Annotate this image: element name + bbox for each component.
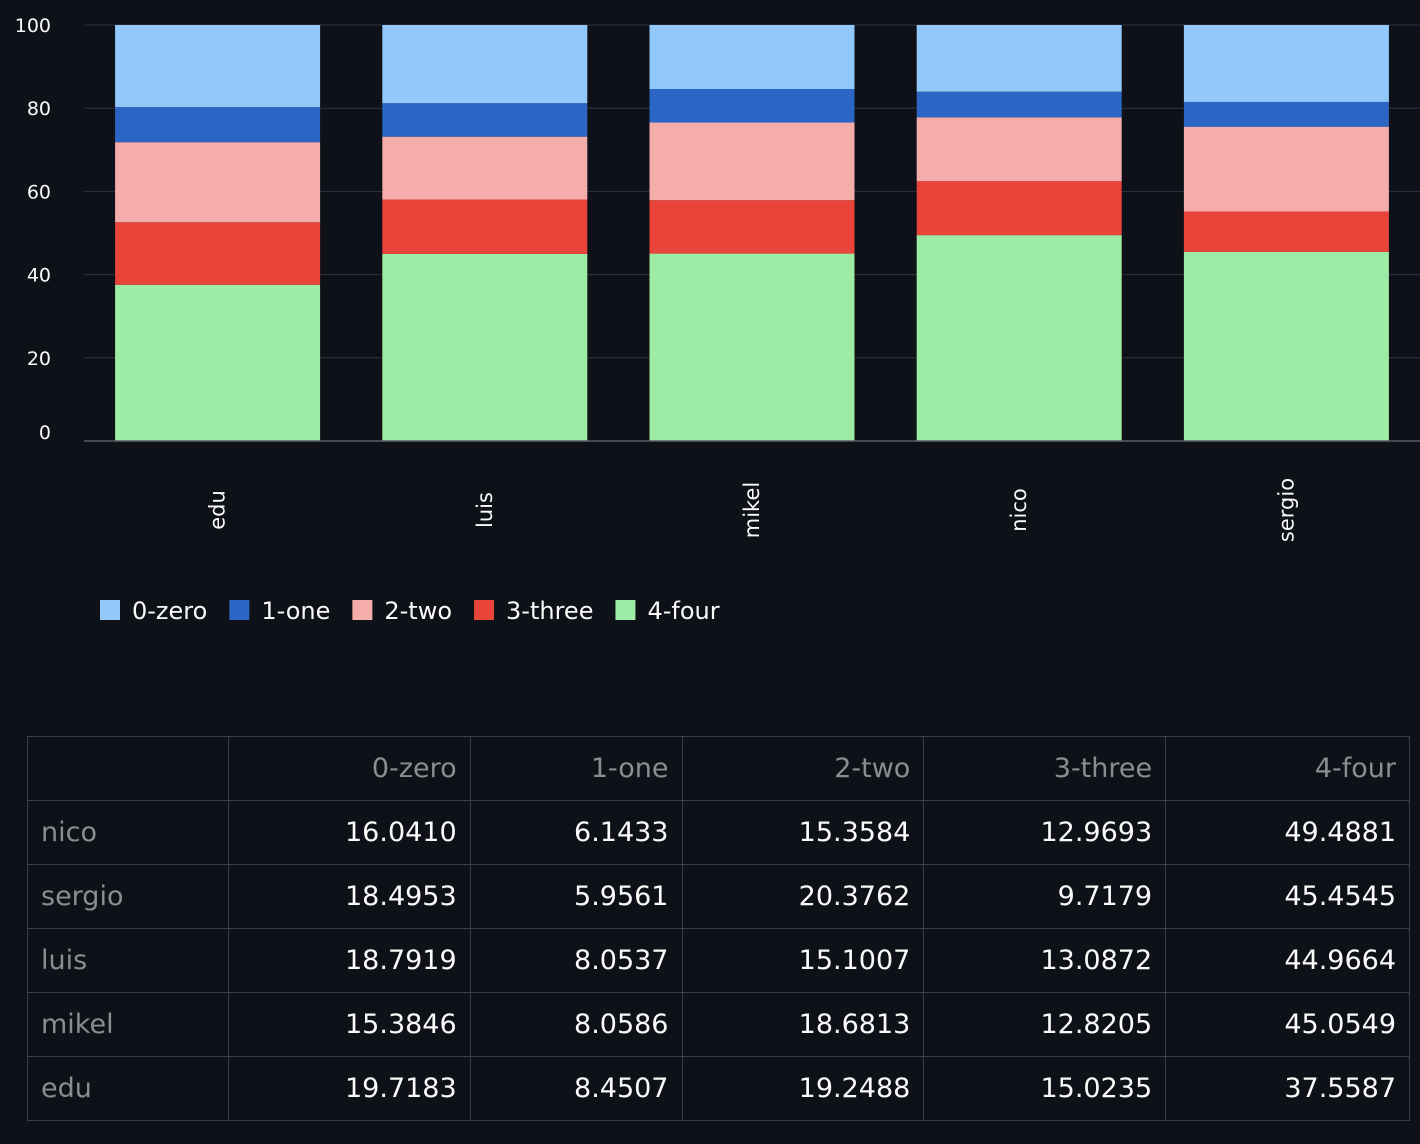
table-cell[interactable]: 12.8205 <box>923 992 1167 1057</box>
x-tick-label: edu <box>206 490 230 530</box>
column-header[interactable]: 1-one <box>469 736 683 801</box>
row-index: edu <box>27 1056 229 1121</box>
legend-label[interactable]: 2-two <box>384 597 452 625</box>
table-cell[interactable]: 15.3846 <box>227 992 471 1057</box>
legend-label[interactable]: 3-three <box>506 597 593 625</box>
row-index: mikel <box>27 992 229 1057</box>
chart-svg: 0 20 40 60 80 100 edu luis mikel nico sergio 0-zer… <box>15 15 1420 625</box>
legend-swatch[interactable] <box>352 600 373 620</box>
y-tick-label: 80 <box>27 98 51 120</box>
table-cell[interactable]: 15.3584 <box>681 800 925 865</box>
table-cell[interactable]: 8.0537 <box>469 928 683 993</box>
table-row[interactable]: luis 18.7919 8.0537 15.1007 13.0872 44.9664 <box>27 928 1410 993</box>
table-cell[interactable]: 8.4507 <box>469 1056 683 1121</box>
bar-segment[interactable] <box>382 103 588 137</box>
bar-segment[interactable] <box>1183 211 1389 252</box>
bar-segment[interactable] <box>916 91 1122 118</box>
table-cell[interactable]: 12.9693 <box>923 800 1167 865</box>
table-cell[interactable]: 6.1433 <box>469 800 683 865</box>
table-body: nico 16.0410 6.1433 15.3584 12.9693 49.4881 se… <box>27 800 1410 1121</box>
bar-segment[interactable] <box>916 181 1122 236</box>
y-tick-label: 40 <box>27 265 51 287</box>
table-header-row: 0-zero 1-one 2-two 3-three 4-four <box>27 736 1410 801</box>
table-row[interactable]: edu 19.7183 8.4507 19.2488 15.0235 37.5587 <box>27 1056 1410 1121</box>
bar-segment[interactable] <box>916 235 1122 441</box>
bar-segment[interactable] <box>382 25 588 104</box>
legend-label[interactable]: 1-one <box>261 597 330 625</box>
stacked-bar-chart: 0 20 40 60 80 100 edu luis mikel nico sergio 0-zer… <box>15 15 1420 625</box>
bar-segment[interactable] <box>1183 101 1389 127</box>
bar-segment[interactable] <box>649 25 855 90</box>
table-cell[interactable]: 13.0872 <box>923 928 1167 993</box>
bar-segment[interactable] <box>1183 251 1389 441</box>
bar-segment[interactable] <box>916 25 1122 92</box>
x-tick-label: nico <box>1007 488 1031 532</box>
bar-segment[interactable] <box>916 117 1122 182</box>
table-cell[interactable]: 5.9561 <box>469 864 683 929</box>
table-cell[interactable]: 19.2488 <box>681 1056 925 1121</box>
y-tick-label: 100 <box>15 15 51 37</box>
bar-segment[interactable] <box>649 200 855 254</box>
legend-label[interactable]: 0-zero <box>132 597 207 625</box>
table-cell[interactable]: 18.6813 <box>681 992 925 1057</box>
bar-segment[interactable] <box>649 253 855 441</box>
table-cell[interactable]: 9.7179 <box>923 864 1167 929</box>
bar-segment[interactable] <box>115 107 321 143</box>
bar-segment[interactable] <box>115 25 321 108</box>
legend: 0-zero 1-one 2-two 3-three 4-four <box>100 597 720 625</box>
bar-segment[interactable] <box>115 284 321 441</box>
bar-segment[interactable] <box>382 136 588 200</box>
table-cell[interactable]: 49.4881 <box>1165 800 1410 865</box>
legend-label[interactable]: 4-four <box>647 597 719 625</box>
bar-segment[interactable] <box>115 222 321 285</box>
data-table: 0-zero 1-one 2-two 3-three 4-four nico 16.041… <box>27 736 1410 1121</box>
table-cell[interactable]: 45.4545 <box>1165 864 1410 929</box>
axis-layer: 0 20 40 60 80 100 edu luis mikel nico sergio <box>15 15 1420 542</box>
bar-segment[interactable] <box>649 122 855 201</box>
table-cell[interactable]: 18.4953 <box>227 864 471 929</box>
table-cell[interactable]: 19.7183 <box>227 1056 471 1121</box>
y-tick-label: 0 <box>39 422 51 444</box>
table-cell[interactable]: 45.0549 <box>1165 992 1410 1057</box>
legend-swatch[interactable] <box>474 600 495 620</box>
bars-layer <box>115 25 1389 441</box>
table-cell[interactable]: 18.7919 <box>227 928 471 993</box>
table-row[interactable]: nico 16.0410 6.1433 15.3584 12.9693 49.4881 <box>27 800 1410 865</box>
bar-segment[interactable] <box>382 199 588 254</box>
legend-swatch[interactable] <box>615 600 636 620</box>
table-cell[interactable]: 15.1007 <box>681 928 925 993</box>
index-header[interactable] <box>27 736 229 801</box>
row-index: nico <box>27 800 229 865</box>
bar-segment[interactable] <box>115 142 321 223</box>
table-cell[interactable]: 15.0235 <box>923 1056 1167 1121</box>
bar-segment[interactable] <box>1183 126 1389 212</box>
legend-swatch[interactable] <box>100 600 120 620</box>
bar-segment[interactable] <box>382 253 588 441</box>
column-header[interactable]: 0-zero <box>227 736 471 801</box>
bar-segment[interactable] <box>1183 25 1389 102</box>
y-tick-label: 60 <box>27 181 51 203</box>
row-index: luis <box>27 928 229 993</box>
table-cell[interactable]: 8.0586 <box>469 992 683 1057</box>
table-row[interactable]: mikel 15.3846 8.0586 18.6813 12.8205 45.0549 <box>27 992 1410 1057</box>
column-header[interactable]: 2-two <box>681 736 925 801</box>
table-row[interactable]: sergio 18.4953 5.9561 20.3762 9.7179 45.4545 <box>27 864 1410 929</box>
table-cell[interactable]: 37.5587 <box>1165 1056 1410 1121</box>
x-tick-label: luis <box>473 492 497 528</box>
table-cell[interactable]: 44.9664 <box>1165 928 1410 993</box>
column-header[interactable]: 4-four <box>1165 736 1410 801</box>
x-tick-label: sergio <box>1274 478 1298 542</box>
legend-swatch[interactable] <box>229 600 250 620</box>
y-tick-label: 20 <box>27 348 51 370</box>
table-cell[interactable]: 20.3762 <box>681 864 925 929</box>
column-header[interactable]: 3-three <box>923 736 1167 801</box>
x-tick-label: mikel <box>740 482 764 538</box>
table-cell[interactable]: 16.0410 <box>227 800 471 865</box>
bar-segment[interactable] <box>649 89 855 123</box>
row-index: sergio <box>27 864 229 929</box>
